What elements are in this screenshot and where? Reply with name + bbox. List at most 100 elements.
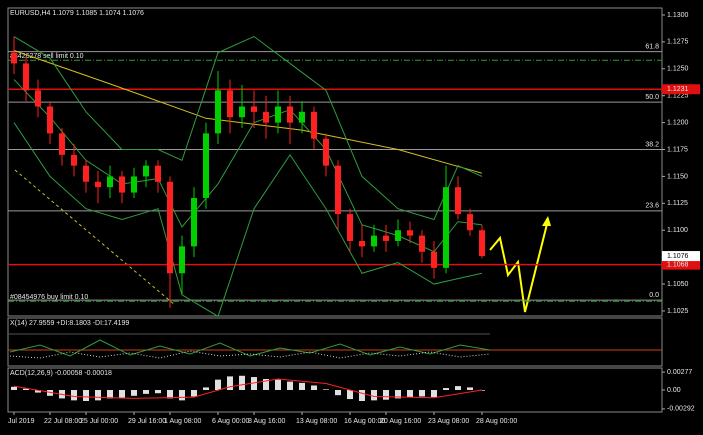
y-tick-label: 1.1275 [667, 39, 689, 46]
fib-label: 23.6 [645, 203, 659, 210]
arrow-head [542, 216, 551, 226]
candle-body [383, 235, 389, 241]
candle-body [299, 111, 305, 123]
macd-bar [167, 390, 173, 399]
macd-bar [47, 390, 53, 396]
x-tick-label: 16 Aug 00:00 [344, 418, 385, 425]
y-tick-label: 1.1100 [667, 227, 688, 234]
candle-body [251, 106, 257, 112]
macd-bar [371, 390, 377, 401]
macd-bar [455, 386, 461, 390]
y-tick-label: 1.1150 [667, 173, 688, 180]
level-tag [662, 84, 700, 95]
macd-bar [311, 385, 317, 390]
macd-bar [407, 390, 413, 398]
macd-bar [179, 390, 185, 401]
macd-bar [131, 390, 137, 396]
y-tick-label: 1.1250 [667, 66, 689, 73]
candle-body [455, 187, 461, 215]
macd-tick-label: -0.00292 [667, 406, 695, 413]
candle-body [167, 181, 173, 274]
fib-label: 38.2 [645, 141, 659, 148]
level-label: 1.1068 [667, 262, 689, 269]
fib-label: 61.8 [645, 43, 659, 50]
macd-bar [467, 387, 473, 390]
fib-label: 0.0 [649, 292, 659, 299]
price-panel [7, 7, 663, 317]
candle-body [311, 111, 317, 139]
candle-body [239, 106, 245, 118]
y-tick-label: 1.1125 [667, 200, 688, 207]
candle-body [407, 230, 413, 236]
macd-bar [215, 379, 221, 390]
macd-bar [359, 390, 365, 401]
fib-label: 50.0 [645, 94, 659, 101]
macd-bar [191, 390, 197, 397]
macd-bar [383, 390, 389, 400]
candle-body [155, 165, 161, 182]
y-tick-label: 1.1050 [667, 281, 689, 288]
macd-bar [323, 389, 329, 390]
macd-bar [95, 390, 101, 401]
candle-body [23, 63, 29, 91]
candle-body [95, 181, 101, 188]
macd-bar [11, 386, 17, 390]
candle-body [35, 90, 41, 107]
macd-tick-label: 0.00277 [667, 369, 692, 376]
candle-body [47, 106, 53, 134]
macd-bar [83, 390, 89, 401]
y-tick-label: 1.1175 [667, 146, 688, 153]
candle-body [179, 246, 185, 274]
candle-body [359, 240, 365, 247]
macd-bar [275, 379, 281, 390]
macd-bar [35, 390, 41, 393]
candle-body [143, 165, 149, 177]
candle-body [395, 230, 401, 241]
macd-bar [431, 390, 437, 398]
macd-bar [143, 390, 149, 394]
candle-body [131, 176, 137, 193]
x-tick-label: 8 Aug 16:00 [248, 418, 285, 425]
chart-title: EURUSD,H4 1.1079 1.1085 1.1074 1.1076 [10, 10, 144, 17]
candle-body [71, 154, 77, 166]
x-tick-label: 6 Aug 00:00 [212, 418, 249, 425]
x-tick-label: 22 Jul 08:00 [44, 418, 82, 425]
candle-body [227, 90, 233, 118]
candle-body [335, 165, 341, 215]
adx-line [9, 339, 491, 357]
candle-body [431, 251, 437, 268]
macd-tick-label: 0.00 [667, 387, 681, 394]
x-tick-label: 20 Aug 16:00 [380, 418, 421, 425]
macd-bar [347, 390, 353, 400]
candle-body [275, 106, 281, 123]
candle-body [467, 214, 473, 231]
x-tick-label: 25 Jul 00:00 [80, 418, 118, 425]
candle-body [107, 176, 113, 188]
candle-body [203, 133, 209, 198]
candle-body [479, 230, 485, 257]
x-tick-label: 13 Aug 08:00 [296, 418, 337, 425]
candle-body [347, 214, 353, 241]
level-label: 1.1231 [667, 86, 689, 93]
candle-body [263, 111, 269, 123]
overlay-line [13, 35, 483, 221]
projection-arrow [489, 219, 549, 313]
macd-bar [23, 388, 29, 390]
candle-body [371, 235, 377, 247]
adx-panel [7, 317, 663, 367]
candle-body [323, 138, 329, 166]
candle-body [119, 176, 125, 193]
overlay-line [13, 122, 483, 318]
candle-body [83, 165, 89, 182]
macd-bar [119, 390, 125, 398]
x-tick-label: 29 Jul 16:00 [128, 418, 166, 425]
macd-bar [395, 390, 401, 399]
macd-bar [227, 376, 233, 390]
macd-bar [287, 381, 293, 390]
candle-body [419, 235, 425, 252]
candle-body [191, 197, 197, 247]
macd-bar [251, 377, 257, 390]
y-tick-label: 1.1025 [667, 308, 689, 315]
y-tick-label: 1.1200 [667, 119, 689, 126]
